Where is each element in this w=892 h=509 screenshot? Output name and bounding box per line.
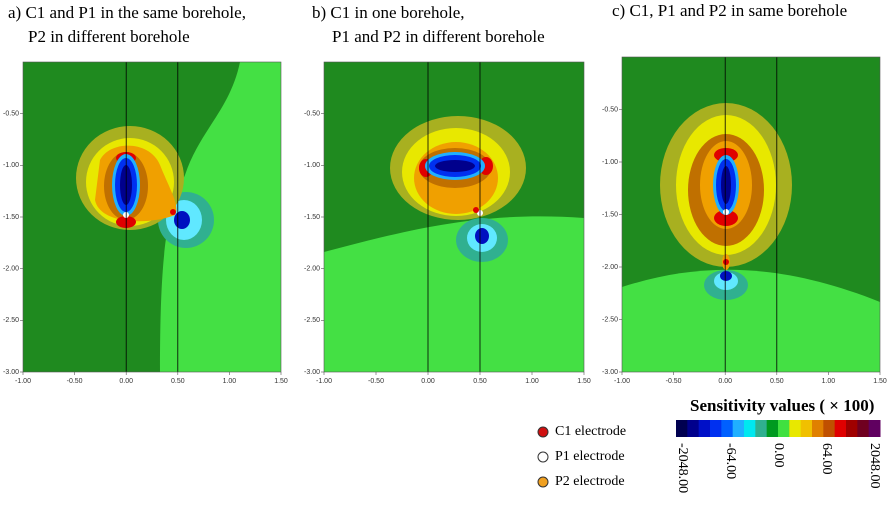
y-tick-label: -0.50	[304, 111, 320, 118]
chart-title: P1 and P2 in different borehole	[332, 27, 545, 46]
x-tick-label: 1.50	[577, 378, 591, 385]
legend-label: C1 electrode	[555, 424, 626, 439]
colorbar-swatch	[789, 420, 802, 437]
colorbar-swatch	[823, 420, 836, 437]
colorbar-title: Sensitivity values ( × 100)	[690, 396, 874, 415]
legend-label: P1 electrode	[555, 449, 625, 464]
colorbar-swatch	[755, 420, 768, 437]
y-tick-label: -2.50	[3, 317, 19, 324]
contour-fill	[622, 57, 880, 372]
y-tick-label: -1.00	[602, 159, 618, 166]
chart-title: a) C1 and P1 in the same borehole,	[8, 3, 246, 22]
x-tick-label: -1.00	[614, 378, 630, 385]
y-tick-label: -2.00	[602, 264, 618, 271]
x-tick-label: 0.00	[119, 378, 133, 385]
legend-marker	[537, 426, 549, 438]
y-tick-label: -1.50	[3, 214, 19, 221]
colorbar-tick-label: 2048.00	[867, 443, 882, 489]
colorbar-swatch	[766, 420, 779, 437]
colorbar-swatch	[698, 420, 711, 437]
legend-marker	[537, 476, 549, 488]
x-tick-label: 0.00	[718, 378, 732, 385]
colorbar-swatch	[857, 420, 870, 437]
x-tick-label: 1.00	[223, 378, 237, 385]
colorbar-tick-label: 64.00	[819, 443, 834, 475]
x-tick-label: 0.50	[473, 378, 487, 385]
y-tick-label: -1.00	[304, 162, 320, 169]
y-tick-label: -1.00	[3, 162, 19, 169]
colorbar-swatch	[778, 420, 790, 437]
x-tick-label: 1.00	[822, 378, 836, 385]
x-tick-label: 0.50	[171, 378, 185, 385]
colorbar-tick-label: -2048.00	[675, 443, 690, 493]
x-tick-label: -0.50	[67, 378, 83, 385]
y-tick-label: -1.50	[602, 211, 618, 218]
colorbar-tick-label: 0.00	[771, 443, 786, 468]
y-tick-label: -3.00	[3, 369, 19, 376]
y-tick-label: -2.00	[3, 266, 19, 273]
colorbar-swatch	[868, 420, 881, 437]
x-tick-label: -0.50	[666, 378, 682, 385]
colorbar-swatch	[687, 420, 700, 437]
colorbar-swatch	[812, 420, 824, 437]
y-tick-label: -3.00	[602, 369, 618, 376]
colorbar-swatch	[676, 420, 688, 437]
x-tick-label: 0.50	[770, 378, 784, 385]
colorbar-tick-label: -64.00	[723, 443, 738, 479]
x-tick-label: -0.50	[368, 378, 384, 385]
x-tick-label: 1.50	[274, 378, 288, 385]
x-tick-label: 1.00	[525, 378, 539, 385]
x-tick-label: -1.00	[316, 378, 332, 385]
y-tick-label: -0.50	[3, 111, 19, 118]
colorbar-swatch	[710, 420, 722, 437]
y-tick-label: -2.00	[304, 266, 320, 273]
y-tick-label: -1.50	[304, 214, 320, 221]
x-tick-label: 1.50	[873, 378, 887, 385]
contour-fill	[324, 62, 584, 372]
y-tick-label: -3.00	[304, 369, 320, 376]
contour-fill	[23, 62, 281, 372]
chart-title: b) C1 in one borehole,	[312, 3, 465, 22]
chart-title: P2 in different borehole	[28, 27, 190, 46]
colorbar-swatch	[800, 420, 813, 437]
colorbar-swatch	[834, 420, 847, 437]
legend-label: P2 electrode	[555, 474, 625, 489]
chart-title: c) C1, P1 and P2 in same borehole	[612, 1, 847, 20]
y-tick-label: -0.50	[602, 106, 618, 113]
colorbar-swatch	[732, 420, 745, 437]
y-tick-label: -2.50	[304, 317, 320, 324]
legend-marker	[537, 451, 549, 463]
y-tick-label: -2.50	[602, 316, 618, 323]
colorbar-swatch	[846, 420, 858, 437]
colorbar-swatch	[744, 420, 756, 437]
x-tick-label: -1.00	[15, 378, 31, 385]
x-tick-label: 0.00	[421, 378, 435, 385]
colorbar-swatch	[721, 420, 734, 437]
